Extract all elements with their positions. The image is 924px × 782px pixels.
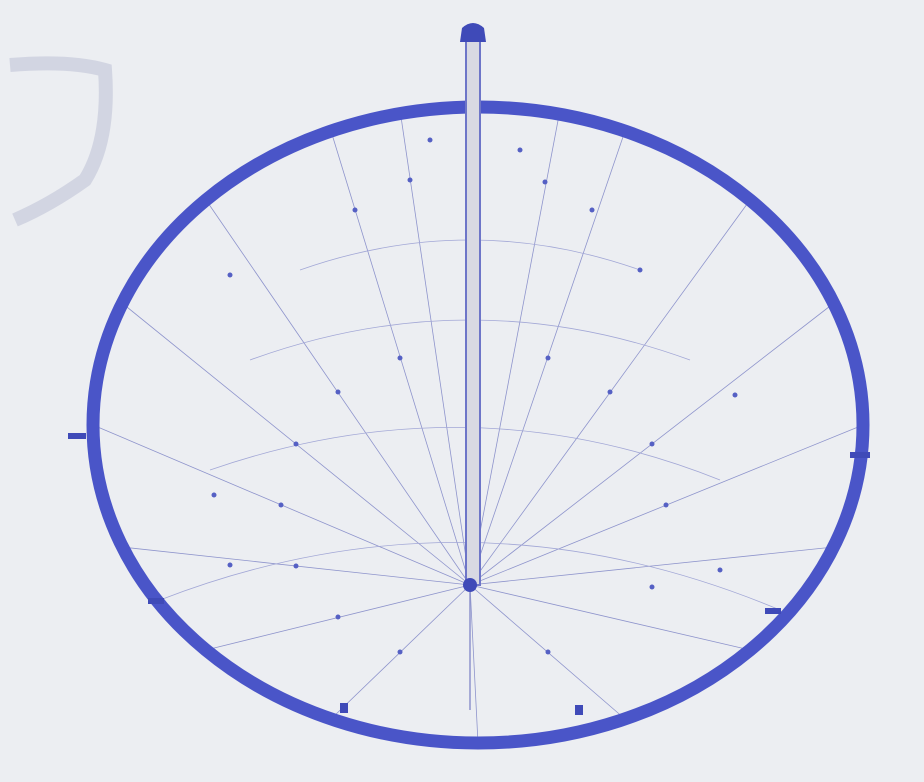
- background-smudge: [9, 56, 113, 227]
- mast-feed-head: [460, 23, 486, 42]
- rim-brackets: [68, 433, 870, 715]
- feed-mast: [465, 39, 481, 586]
- cable-nodes: [211, 137, 738, 655]
- mast-hub: [463, 578, 477, 592]
